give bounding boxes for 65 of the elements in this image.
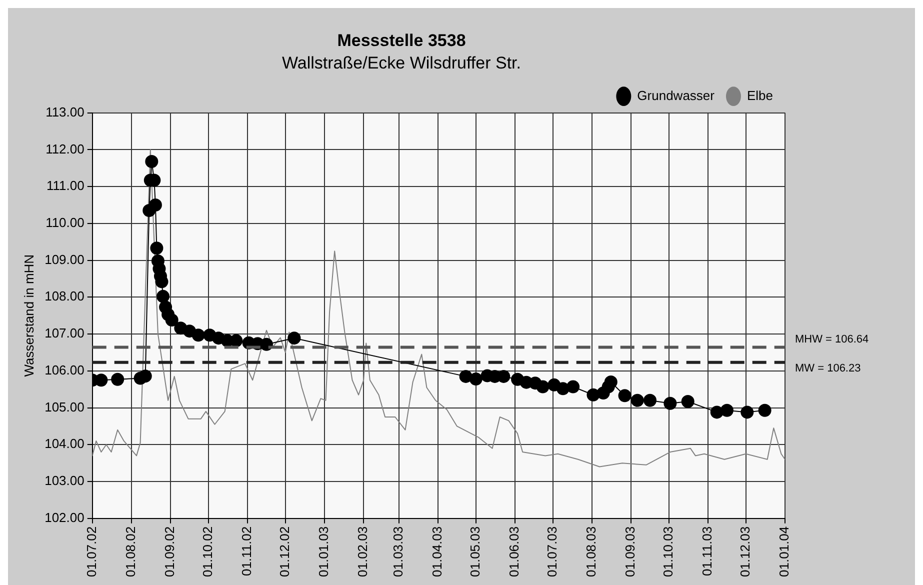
y-tick-label: 106.00 xyxy=(44,362,84,378)
x-tick-label: 01.10.03 xyxy=(660,526,676,578)
ref-line-label: MW = 106.23 xyxy=(795,362,861,374)
y-tick-label: 107.00 xyxy=(44,326,84,341)
point xyxy=(630,394,644,407)
x-tick-label: 01.03.03 xyxy=(390,526,406,578)
x-tick-label: 01.02.03 xyxy=(355,526,370,578)
y-tick-label: 105.00 xyxy=(44,399,84,414)
legend-label: Elbe xyxy=(746,88,774,103)
x-tick-label: 01.09.03 xyxy=(622,526,638,578)
point xyxy=(111,372,124,386)
x-tick-label: 01.04.03 xyxy=(430,526,445,578)
y-tick-label: 110.00 xyxy=(46,214,84,230)
point xyxy=(644,394,657,407)
point xyxy=(618,389,632,402)
y-tick-label: 111.00 xyxy=(46,178,84,194)
point xyxy=(664,396,677,410)
x-tick-label: 01.07.02 xyxy=(84,526,99,578)
x-tick-label: 01.12.02 xyxy=(276,526,292,578)
x-tick-label: 01.11.03 xyxy=(700,526,715,576)
y-tick-label: 103.00 xyxy=(44,473,84,488)
x-tick-label: 01.10.02 xyxy=(200,526,216,578)
y-tick-label: 113.00 xyxy=(46,104,84,120)
point xyxy=(150,242,164,255)
x-tick-label: 01.12.03 xyxy=(737,526,752,578)
point xyxy=(497,370,510,383)
point xyxy=(165,314,178,327)
x-tick-label: 01.01.03 xyxy=(316,526,332,578)
point xyxy=(536,380,550,394)
y-tick-label: 109.00 xyxy=(44,252,84,267)
point xyxy=(288,332,301,345)
y-axis-title: Wasserstand in mHN xyxy=(21,254,36,377)
point xyxy=(604,375,618,388)
point xyxy=(260,338,273,351)
point xyxy=(566,380,580,394)
point xyxy=(148,198,162,212)
point xyxy=(94,374,108,387)
x-tick-label: 01.11.02 xyxy=(239,526,254,576)
y-tick-label: 104.00 xyxy=(44,436,84,452)
point xyxy=(740,406,754,419)
x-tick-label: 01.05.03 xyxy=(467,526,482,578)
point xyxy=(156,290,170,303)
point xyxy=(720,404,734,417)
point xyxy=(469,372,482,386)
x-tick-label: 01.08.02 xyxy=(123,526,138,578)
x-tick-label: 01.07.03 xyxy=(544,526,560,578)
chart-subtitle: Wallstraße/Ecke Wilsdruffer Str. xyxy=(282,53,521,72)
point xyxy=(586,388,600,402)
point xyxy=(681,395,694,408)
point xyxy=(758,404,772,417)
y-tick-label: 112.00 xyxy=(46,141,84,156)
point xyxy=(192,328,205,342)
ref-line-label: MHW = 106.64 xyxy=(795,333,869,346)
x-tick-label: 01.06.03 xyxy=(506,526,522,578)
x-tick-label: 01.09.02 xyxy=(162,526,178,578)
point xyxy=(459,370,472,383)
chart-title: Messstelle 3538 xyxy=(337,30,466,50)
y-tick-label: 102.00 xyxy=(44,510,84,525)
point xyxy=(145,154,158,168)
x-tick-label: 01.08.03 xyxy=(584,526,599,578)
point xyxy=(230,334,243,348)
legend-label: Grundwasser xyxy=(637,88,716,103)
x-tick-label: 01.01.04 xyxy=(776,526,792,578)
y-tick-label: 108.00 xyxy=(44,288,84,304)
point xyxy=(138,370,152,383)
